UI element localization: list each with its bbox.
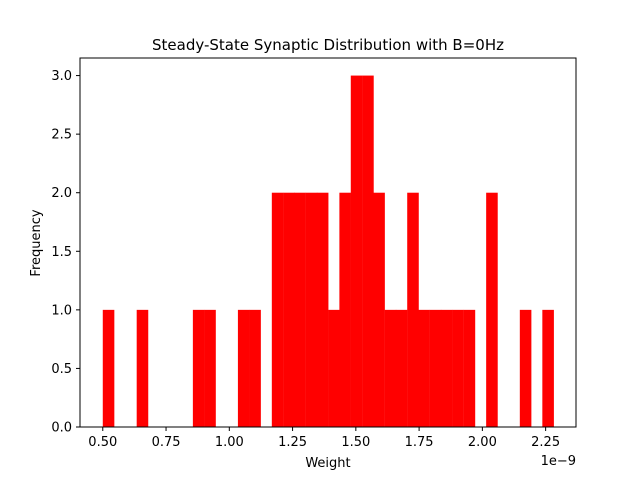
histogram-bar bbox=[418, 309, 430, 427]
y-tick-label: 1.5 bbox=[51, 245, 72, 260]
histogram-bar bbox=[294, 192, 306, 427]
y-tick-label: 0.5 bbox=[51, 362, 72, 377]
y-tick-label: 1.0 bbox=[51, 303, 72, 318]
x-tick-label: 1.75 bbox=[405, 435, 434, 450]
chart-title: Steady-State Synaptic Distribution with … bbox=[152, 36, 504, 54]
histogram-bar bbox=[271, 192, 284, 427]
y-tick-label: 0.0 bbox=[51, 421, 72, 436]
y-axis-label: Frequency bbox=[29, 209, 44, 276]
histogram-bar bbox=[395, 309, 408, 427]
y-axis-ticks: 0.0 0.5 1.0 1.5 2.0 2.5 3.0 bbox=[51, 69, 80, 436]
histogram-bar bbox=[249, 309, 261, 427]
x-tick-label: 1.50 bbox=[341, 435, 370, 450]
histogram-bar bbox=[463, 309, 476, 427]
histogram-bar bbox=[486, 192, 498, 427]
histogram-bar bbox=[542, 309, 554, 427]
histogram-bar bbox=[192, 309, 205, 427]
plot-frame bbox=[79, 57, 577, 428]
y-tick-label: 2.5 bbox=[51, 128, 72, 143]
histogram-bar bbox=[102, 309, 115, 427]
x-tick-label: 0.75 bbox=[152, 435, 181, 450]
x-axis-offset-text: 1e−9 bbox=[541, 454, 576, 469]
histogram-bar bbox=[136, 309, 149, 427]
x-axis-ticks: 0.50 0.75 1.00 1.25 1.50 1.75 2.00 2.25 bbox=[88, 427, 560, 450]
histogram-bar bbox=[316, 192, 329, 427]
x-axis-label: Weight bbox=[305, 456, 350, 471]
histogram-bar bbox=[384, 309, 397, 427]
histogram-bar bbox=[362, 75, 374, 427]
histogram-bar bbox=[339, 192, 351, 427]
histogram-bar bbox=[452, 309, 464, 427]
histogram-bar bbox=[204, 309, 216, 427]
histogram-bar bbox=[328, 309, 340, 427]
histogram-bar bbox=[373, 192, 385, 427]
histogram-bar bbox=[519, 309, 532, 427]
histogram-bar bbox=[350, 75, 363, 427]
histogram-bar bbox=[429, 309, 442, 427]
histogram-bar bbox=[237, 309, 250, 427]
histogram-bar bbox=[407, 192, 419, 427]
y-tick-label: 2.0 bbox=[51, 186, 72, 201]
x-tick-label: 2.00 bbox=[468, 435, 497, 450]
x-tick-label: 0.50 bbox=[88, 435, 117, 450]
x-tick-label: 1.00 bbox=[215, 435, 244, 450]
y-tick-label: 3.0 bbox=[51, 69, 72, 84]
x-tick-label: 1.25 bbox=[278, 435, 307, 450]
x-tick-label: 2.25 bbox=[531, 435, 560, 450]
histogram-bar bbox=[283, 192, 295, 427]
histogram-bar bbox=[440, 309, 453, 427]
histogram-bars bbox=[102, 75, 554, 427]
histogram-bar bbox=[305, 192, 318, 427]
